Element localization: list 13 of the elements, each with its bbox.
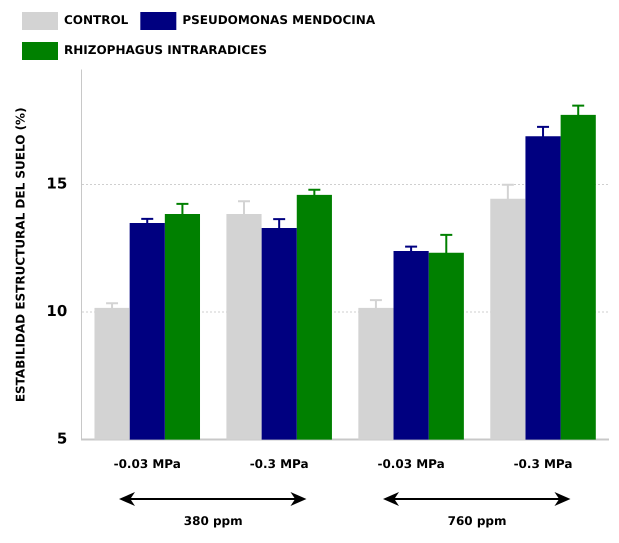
legend-label: CONTROL xyxy=(64,13,129,28)
legend-label: RHIZOPHAGUS INTRARADICES xyxy=(64,43,268,58)
x-tick-label: -0.03 MPa xyxy=(114,456,181,471)
x-tick-label: -0.3 MPa xyxy=(514,456,573,471)
x-tick-label: -0.3 MPa xyxy=(250,456,309,471)
legend-label: PSEUDOMONAS MENDOCINA xyxy=(182,13,376,28)
x-tick-label: -0.03 MPa xyxy=(377,456,445,471)
y-axis-title: ESTABILIDAD ESTRUCTURAL DEL SUELO (%) xyxy=(13,107,28,402)
y-tick-label: 5 xyxy=(56,429,68,448)
text: 760 ppm xyxy=(448,514,507,528)
y-tick-label: 10 xyxy=(46,302,68,320)
y-tick-label: 15 xyxy=(46,174,68,193)
text: 380 ppm xyxy=(184,514,243,528)
